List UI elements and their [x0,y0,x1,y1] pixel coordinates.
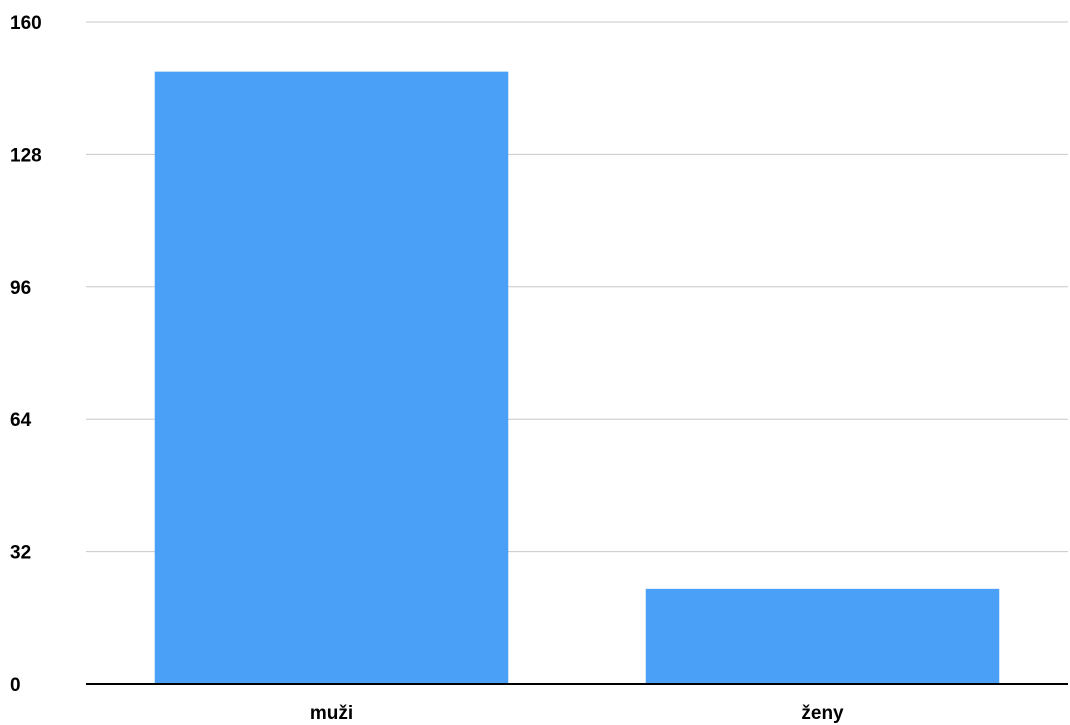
y-tick-label: 32 [10,543,31,564]
y-tick-label: 0 [10,675,21,696]
bar-ženy [645,588,1000,684]
y-tick-label: 64 [10,410,32,431]
y-tick-label: 160 [10,13,42,34]
x-tick-label: ženy [801,703,844,724]
x-tick-labels: muži ženy [310,703,844,724]
y-tick-labels: 0 32 64 96 128 160 [10,13,42,696]
y-tick-label: 128 [10,145,42,166]
x-tick-label: muži [310,703,353,724]
bar-muži [154,71,509,684]
bars [154,71,1000,684]
y-tick-label: 96 [10,278,31,299]
